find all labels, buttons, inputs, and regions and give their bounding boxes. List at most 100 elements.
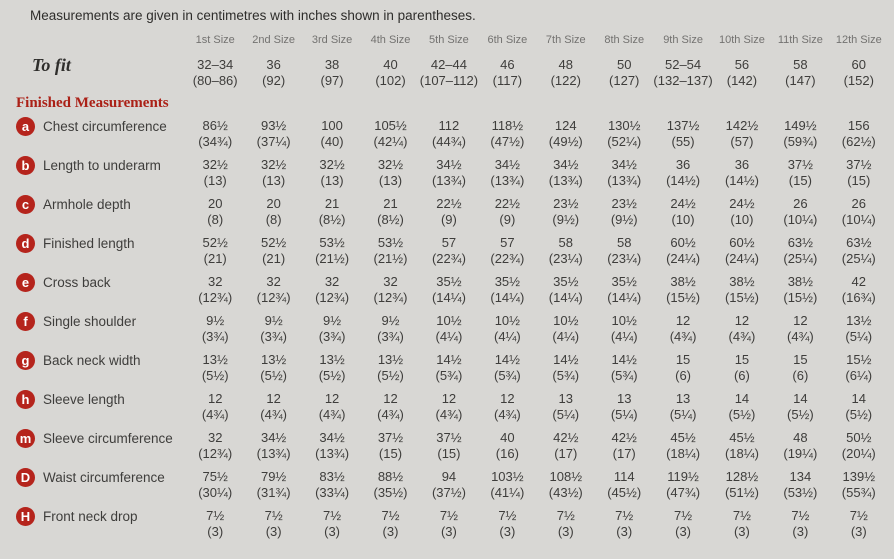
measurement-cell: 14 (5½) [771, 391, 829, 423]
measurement-cell: 7½ (3) [771, 508, 829, 540]
measurement-cell-in: (15) [437, 446, 461, 461]
measurement-cell-cm: 103½ [491, 469, 524, 484]
measurement-cell-in: (12¾) [373, 290, 408, 305]
measurement-cell: 22½ (9) [420, 196, 478, 228]
measurement-cell-in: (13¾) [431, 173, 466, 188]
measurement-cell-in: (12¾) [256, 290, 291, 305]
measurement-cell-cm: 7½ [323, 508, 342, 523]
measurement-cell: 52½ (21) [244, 235, 302, 267]
measurement-cell: 88½ (35½) [361, 469, 419, 501]
measurement-cell: 26 (10¼) [830, 196, 888, 228]
measurement-cell-in: (5¼) [845, 329, 873, 344]
measurement-cell: 15½ (6¼) [830, 352, 888, 384]
measurement-cell-cm: 134 [789, 469, 812, 484]
measurement-cell: 108½ (43½) [537, 469, 595, 501]
to-fit-cell-cm: 46 [500, 57, 515, 72]
measurement-cell-cm: 128½ [725, 469, 759, 484]
measurement-cell-cm: 10½ [494, 313, 520, 328]
measurement-cell-in: (5¼) [669, 407, 697, 422]
measurement-cell-cm: 32 [266, 274, 281, 289]
measurement-cell-in: (49½) [548, 134, 583, 149]
measurement-cell-cm: 22½ [436, 196, 462, 211]
measurement-cell-in: (4¾) [435, 407, 463, 422]
measurement-cell-cm: 34½ [260, 430, 287, 445]
measurement-cell: 34½ (13¾) [303, 430, 361, 462]
measurement-cell-cm: 57 [500, 235, 515, 250]
measurement-cell: 37½ (15) [420, 430, 478, 462]
measurement-cell-in: (52¼) [607, 134, 642, 149]
measurement-cell-in: (12¾) [315, 290, 350, 305]
measurement-cell-in: (4¾) [201, 407, 229, 422]
measurement-name: Finished length [43, 236, 135, 251]
measurement-cell-cm: 15½ [846, 352, 872, 367]
measurement-cell: 15 (6) [771, 352, 829, 384]
measurement-note: Measurements are given in centimetres wi… [30, 8, 476, 23]
measurement-cell-cm: 12 [207, 391, 223, 406]
measurement-cell-cm: 63½ [846, 235, 872, 250]
measurement-cell: 10½ (4¼) [595, 313, 653, 345]
measurement-cell: 7½ (3) [361, 508, 419, 540]
to-fit-cell: 36 (92) [244, 57, 302, 89]
to-fit-cell-cm: 36 [266, 57, 281, 72]
measurement-cell-cm: 149½ [784, 118, 817, 133]
measurement-cell: 103½ (41¼) [478, 469, 536, 501]
measurement-name: Length to underarm [43, 158, 161, 173]
measurement-cell-in: (13¾) [315, 446, 350, 461]
measurement-cell-in: (37¼) [256, 134, 291, 149]
measurement-cell: 12 (4¾) [244, 391, 302, 423]
measurement-cell-cm: 32½ [377, 157, 404, 172]
measurement-cell: 156 (62½) [830, 118, 888, 150]
measurement-cell-cm: 40 [500, 430, 515, 445]
measurement-cell-cm: 24½ [670, 196, 696, 211]
size-header: 6th Size [487, 34, 528, 46]
measurement-cell-in: (20¼) [841, 446, 876, 461]
measurement-cell-in: (19¼) [783, 446, 818, 461]
measurement-cell-cm: 14½ [553, 352, 579, 367]
measurement-cell: 105½ (42¼) [361, 118, 419, 150]
row-key-badge: b [16, 156, 35, 175]
measurement-cell: 14½ (5¾) [478, 352, 536, 384]
measurement-cell: 34½ (13¾) [478, 157, 536, 189]
measurement-cell-cm: 26 [851, 196, 867, 211]
measurement-cell: 32 (12¾) [361, 274, 419, 306]
measurement-cell: 42½ (17) [595, 430, 653, 462]
measurement-cell: 139½ (55¾) [830, 469, 888, 501]
measurement-cell-cm: 13 [675, 391, 691, 406]
row-key-badge: c [16, 195, 35, 214]
measurement-cell-in: (10¼) [841, 212, 876, 227]
measurement-cell-cm: 50½ [846, 430, 872, 445]
measurement-cell: 7½ (3) [478, 508, 536, 540]
measurement-cell: 32½ (13) [186, 157, 244, 189]
measurement-cell: 58 (23¼) [595, 235, 653, 267]
measurement-cell-cm: 12 [500, 391, 515, 406]
to-fit-label: To fit [32, 55, 71, 75]
measurement-cell: 7½ (3) [244, 508, 302, 540]
row-key-badge: f [16, 312, 35, 331]
measurement-cell: 37½ (15) [361, 430, 419, 462]
measurement-cell: 83½ (33¼) [303, 469, 361, 501]
to-fit-cell-cm: 60 [851, 57, 867, 72]
measurement-cell-cm: 7½ [206, 508, 225, 523]
measurement-cell: 63½ (25¼) [771, 235, 829, 267]
measurement-cell-in: (13¾) [607, 173, 642, 188]
measurement-cell: 20 (8) [186, 196, 244, 228]
measurement-cell-cm: 119½ [667, 469, 699, 484]
measurement-cell-cm: 42 [851, 274, 867, 289]
measurement-cell-in: (3) [616, 524, 633, 539]
measurement-cell: 10½ (4¼) [478, 313, 536, 345]
measurement-cell-cm: 38½ [670, 274, 696, 289]
measurement-cell-in: (14¼) [431, 290, 466, 305]
measurement-cell-in: (12¾) [198, 290, 233, 305]
measurement-cell: 119½ (47¾) [653, 469, 712, 501]
measurement-cell: 32 (12¾) [186, 274, 244, 306]
measurement-cell-in: (6) [792, 368, 809, 383]
measurement-cell-cm: 42½ [553, 430, 579, 445]
to-fit-cell-in: (92) [262, 73, 286, 88]
measurement-cell-in: (3) [207, 524, 224, 539]
measurement-name: Cross back [43, 275, 111, 290]
measurement-cell-cm: 60½ [729, 235, 755, 250]
size-header: 7th Size [545, 34, 586, 46]
measurement-cell: 35½ (14¼) [595, 274, 653, 306]
measurement-cell: 79½ (31¾) [244, 469, 302, 501]
measurement-cell-cm: 35½ [553, 274, 579, 289]
